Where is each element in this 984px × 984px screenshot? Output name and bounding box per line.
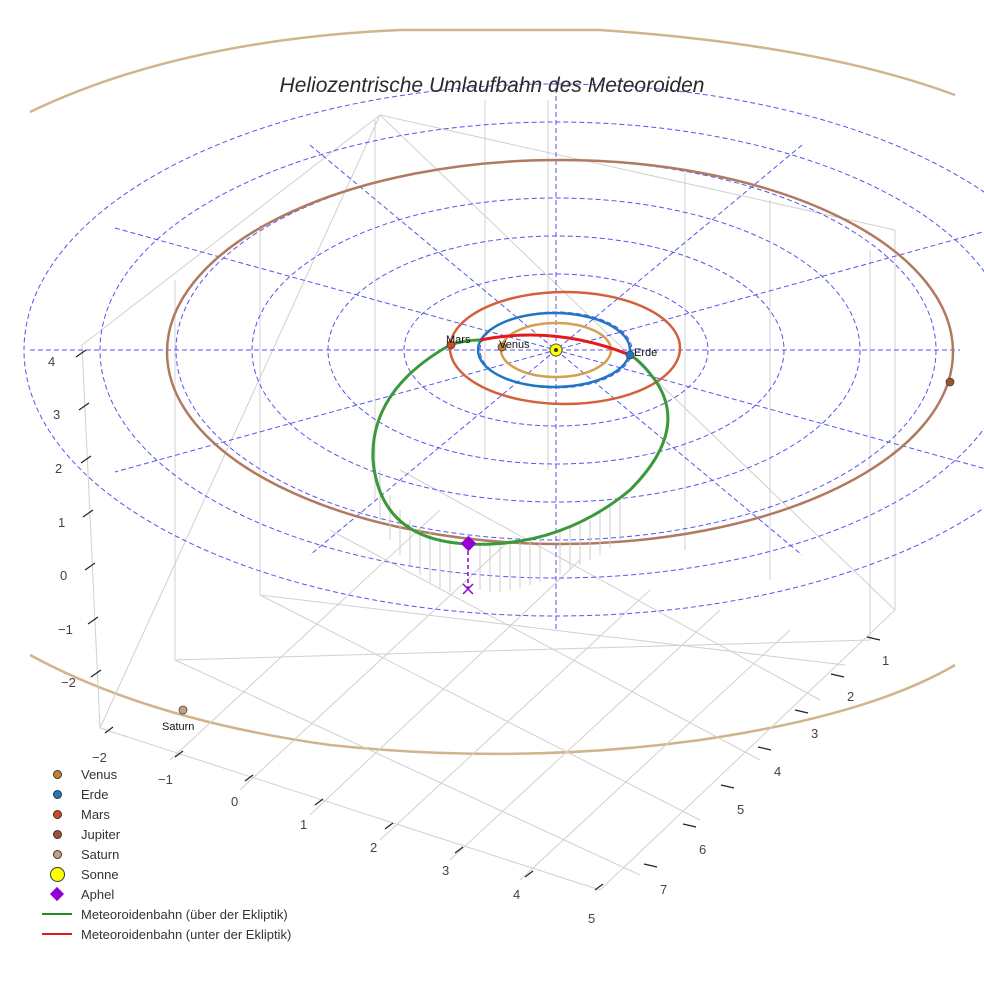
legend-item-orbit-above[interactable]: Meteoroidenbahn (über der Ekliptik) bbox=[38, 904, 291, 924]
meteoroid-orbit-below bbox=[479, 333, 631, 357]
axis-grid bbox=[81, 100, 896, 891]
legend-label: Aphel bbox=[81, 886, 115, 902]
legend-item-orbit-below[interactable]: Meteoroidenbahn (unter der Ekliptik) bbox=[38, 924, 291, 944]
legend-item-aphel[interactable]: Aphel bbox=[38, 884, 291, 904]
svg-text:7: 7 bbox=[660, 882, 667, 897]
red-line-icon bbox=[42, 933, 72, 935]
mars-marker[interactable] bbox=[446, 340, 456, 350]
saturn-label: Saturn bbox=[162, 721, 194, 733]
aphel-projection-marker bbox=[462, 583, 474, 595]
legend-label: Sonne bbox=[81, 866, 119, 882]
tick-marks bbox=[75, 349, 881, 891]
chart-title: Heliozentrische Umlaufbahn des Meteoroid… bbox=[279, 74, 705, 97]
svg-text:4: 4 bbox=[48, 354, 55, 369]
svg-text:5: 5 bbox=[588, 911, 595, 926]
sun-center bbox=[554, 348, 558, 352]
green-line-icon bbox=[42, 913, 72, 915]
venus-dot-icon bbox=[52, 769, 62, 779]
svg-text:3: 3 bbox=[811, 726, 818, 741]
legend-label: Erde bbox=[81, 786, 109, 802]
saturn-marker[interactable] bbox=[178, 705, 188, 715]
sun-dot-icon bbox=[49, 866, 65, 882]
svg-text:1: 1 bbox=[300, 817, 307, 832]
legend-label: Jupiter bbox=[81, 826, 121, 842]
svg-text:4: 4 bbox=[513, 887, 520, 902]
svg-text:−2: −2 bbox=[61, 675, 76, 690]
svg-text:−2: −2 bbox=[92, 750, 107, 765]
venus-label: Venus bbox=[499, 339, 530, 351]
svg-text:5: 5 bbox=[737, 802, 744, 817]
jupiter-marker[interactable] bbox=[945, 377, 955, 387]
svg-text:1: 1 bbox=[882, 653, 889, 668]
legend: Venus Erde Mars Jupiter Saturn Sonne Aph… bbox=[38, 764, 291, 944]
meteoroid-orbit-above bbox=[371, 343, 670, 546]
jupiter-dot-icon bbox=[52, 829, 62, 839]
svg-text:3: 3 bbox=[53, 407, 60, 422]
x-axis-ticks: −2 −1 0 1 2 3 4 5 bbox=[92, 750, 595, 926]
svg-text:−1: −1 bbox=[58, 622, 73, 637]
legend-item-venus[interactable]: Venus bbox=[38, 764, 291, 784]
legend-label: Venus bbox=[81, 766, 118, 782]
legend-label: Saturn bbox=[81, 846, 120, 862]
mars-dot-icon bbox=[52, 809, 62, 819]
svg-text:−1: −1 bbox=[158, 772, 173, 787]
svg-text:4: 4 bbox=[774, 764, 781, 779]
legend-label: Mars bbox=[81, 806, 110, 822]
legend-label: Meteoroidenbahn (über der Ekliptik) bbox=[81, 906, 288, 922]
erde-label: Erde bbox=[634, 347, 657, 359]
legend-label: Meteoroidenbahn (unter der Ekliptik) bbox=[81, 926, 292, 942]
earth-orbit bbox=[476, 311, 632, 389]
venus-marker[interactable] bbox=[497, 342, 507, 352]
y-axis-ticks: 1 2 3 4 5 6 7 bbox=[660, 653, 889, 897]
z-axis-ticks: 4 3 2 1 0 −1 −2 bbox=[48, 354, 76, 690]
erde-dot-icon bbox=[52, 789, 62, 799]
legend-item-sonne[interactable]: Sonne bbox=[38, 864, 291, 884]
svg-text:2: 2 bbox=[370, 840, 377, 855]
saturn-dot-icon bbox=[52, 849, 62, 859]
svg-text:6: 6 bbox=[699, 842, 706, 857]
meteoroid-drop-lines bbox=[379, 470, 621, 592]
svg-text:1: 1 bbox=[58, 515, 65, 530]
svg-text:0: 0 bbox=[60, 568, 67, 583]
svg-text:2: 2 bbox=[847, 689, 854, 704]
diamond-icon bbox=[49, 886, 65, 902]
mars-label: Mars bbox=[446, 334, 471, 346]
legend-item-erde[interactable]: Erde bbox=[38, 784, 291, 804]
svg-text:2: 2 bbox=[55, 461, 62, 476]
legend-item-jupiter[interactable]: Jupiter bbox=[38, 824, 291, 844]
svg-text:0: 0 bbox=[231, 794, 238, 809]
svg-text:3: 3 bbox=[442, 863, 449, 878]
legend-item-saturn[interactable]: Saturn bbox=[38, 844, 291, 864]
earth-marker[interactable] bbox=[625, 350, 635, 360]
legend-item-mars[interactable]: Mars bbox=[38, 804, 291, 824]
saturn-orbit bbox=[29, 28, 956, 756]
